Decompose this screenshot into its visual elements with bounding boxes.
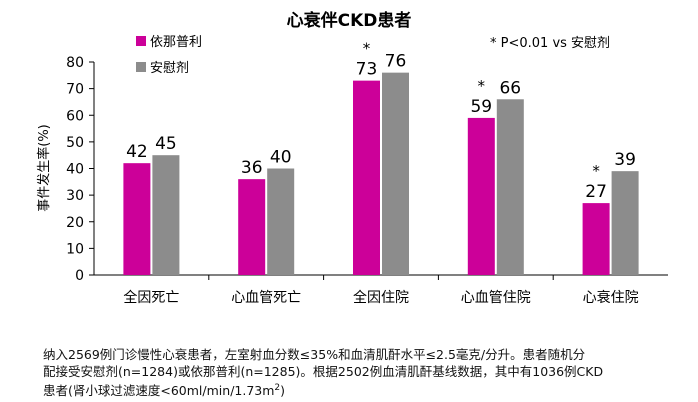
x-tick-label: 心血管死亡	[231, 290, 301, 306]
y-tick-label: 30	[66, 188, 84, 204]
y-tick-label: 60	[66, 108, 84, 124]
y-tick-label: 50	[66, 135, 84, 151]
legend-label-enalapril: 依那普利	[150, 35, 202, 50]
data-label: 42	[126, 142, 148, 162]
significance-note: * P<0.01 vs 安慰剂	[490, 36, 610, 51]
data-label: 27	[585, 182, 607, 202]
y-axis-label: 事件发生率(%)	[36, 124, 52, 212]
bar-enalapril	[582, 203, 610, 275]
x-tick-label: 心衰住院	[583, 289, 639, 306]
legend-label-placebo: 安慰剂	[150, 61, 189, 76]
footnote: 纳入2569例门诊慢性心衰患者，左室射血分数≤35%和血清肌酐水平≤2.5毫克/…	[43, 346, 693, 399]
data-label: 59	[470, 97, 492, 117]
footnote-line-3-text: 患者(肾小球过滤速度<60ml/min/1.73m	[43, 383, 275, 399]
data-label: 66	[499, 78, 521, 98]
data-label: 36	[241, 158, 263, 178]
y-ticks: 0 10 20 30 40 50 60 70 80	[66, 55, 94, 284]
footnote-line-3-end: )	[280, 383, 286, 399]
y-tick-label: 40	[66, 162, 84, 178]
x-tick-label: 全因死亡	[123, 289, 179, 306]
y-tick-label: 70	[66, 82, 84, 98]
legend: 依那普利 安慰剂	[136, 35, 202, 76]
data-labels: 42 45 36 40 73 * 76 59 * 66 27 * 39	[126, 40, 636, 202]
chart-title: 心衰伴CKD患者	[287, 10, 412, 31]
bar-chart: 心衰伴CKD患者 * P<0.01 vs 安慰剂 依那普利 安慰剂 事件发生率(…	[36, 10, 668, 306]
footnote-line-3: 患者(肾小球过滤速度<60ml/min/1.73m2)	[43, 380, 693, 399]
footnote-line-1: 纳入2569例门诊慢性心衰患者，左室射血分数≤35%和血清肌酐水平≤2.5毫克/…	[43, 347, 586, 362]
y-tick-label: 20	[66, 215, 84, 231]
bar-placebo	[152, 155, 180, 275]
legend-swatch-enalapril	[136, 36, 146, 46]
bars	[123, 72, 639, 276]
significance-asterisk: *	[592, 162, 600, 180]
bar-enalapril	[123, 163, 151, 275]
data-label: 40	[270, 148, 292, 168]
bar-enalapril	[353, 80, 380, 275]
bar-placebo	[496, 99, 524, 276]
significance-asterisk: *	[478, 77, 486, 95]
bar-placebo	[611, 171, 639, 275]
data-label: 45	[155, 134, 177, 154]
data-label: 76	[385, 52, 407, 72]
y-tick-label: 80	[66, 55, 84, 71]
x-ticks: 全因死亡 心血管死亡 全因住院 心血管住院 心衰住院	[123, 275, 639, 306]
legend-swatch-placebo	[136, 62, 146, 72]
data-label: 39	[614, 150, 636, 170]
bar-placebo	[382, 72, 409, 276]
x-tick-label: 全因住院	[353, 289, 409, 306]
significance-asterisk: *	[363, 40, 371, 58]
data-label: 73	[356, 60, 378, 80]
bar-enalapril	[467, 117, 495, 275]
footnote-line-2: 配接受安慰剂(n=1284)或依那普利(n=1285)。根据2502例血清肌酐基…	[43, 364, 604, 379]
bar-placebo	[267, 168, 295, 275]
x-tick-label: 心血管住院	[461, 290, 531, 306]
y-tick-label: 10	[66, 241, 84, 257]
y-tick-label: 0	[75, 268, 84, 284]
bar-enalapril	[238, 179, 266, 275]
footnote-superscript: 2	[274, 383, 281, 393]
